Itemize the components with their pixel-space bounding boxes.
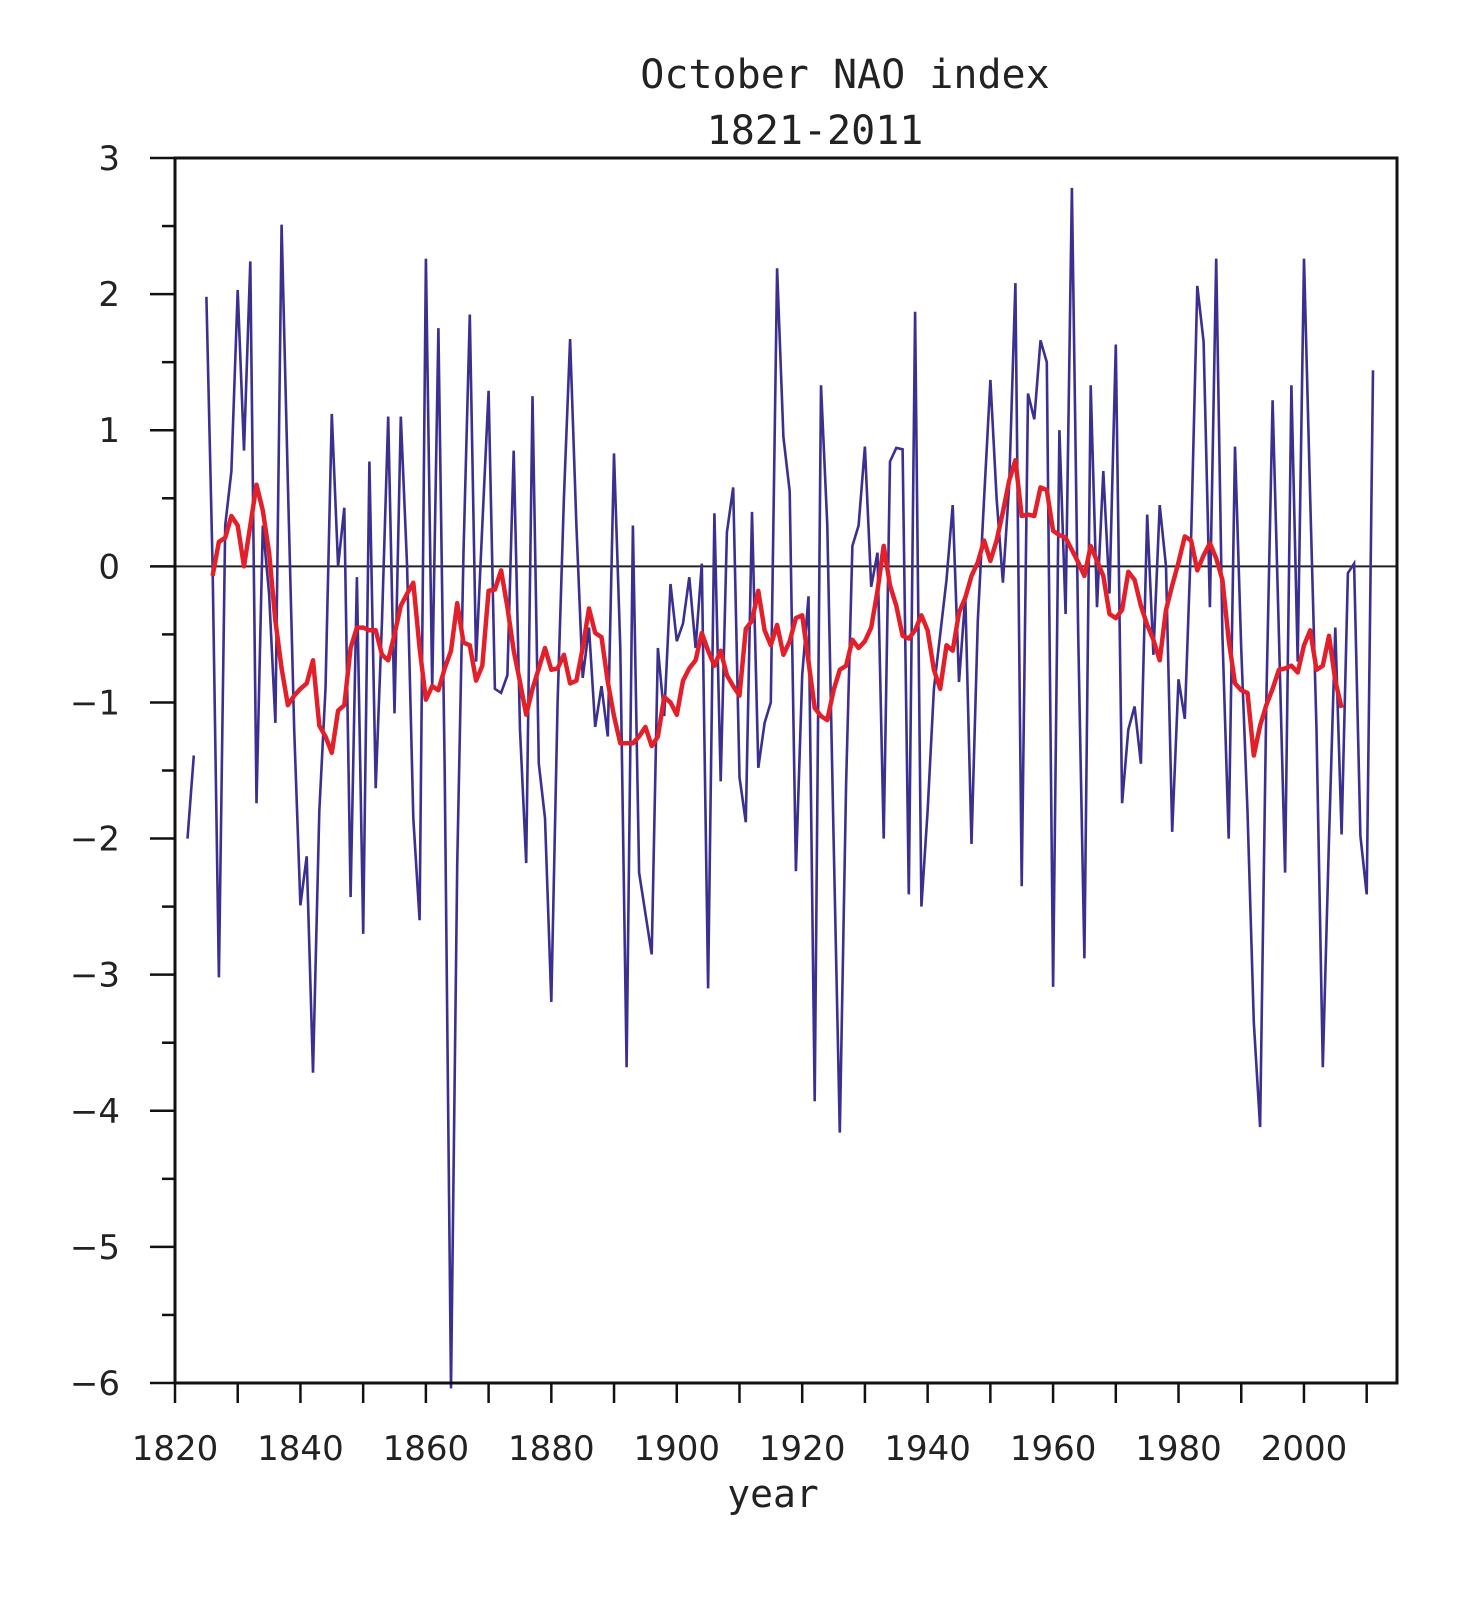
x-tick-label: 1900 <box>633 1429 720 1469</box>
y-tick-label: −3 <box>70 956 120 996</box>
x-tick-label: 1920 <box>759 1429 846 1469</box>
x-tick-label: 1880 <box>508 1429 595 1469</box>
plot-area <box>175 187 1397 1389</box>
x-tick-label: 1820 <box>132 1429 219 1469</box>
x-tick-label: 1940 <box>884 1429 971 1469</box>
y-tick-label: −4 <box>70 1092 120 1132</box>
y-tick-label: −2 <box>70 820 120 860</box>
x-axis: 1820 1840 1860 1880 1900 1920 1940 1960 1980 2000 <box>132 1383 1368 1469</box>
x-tick-label: 1860 <box>383 1429 470 1469</box>
x-tick-label: 1960 <box>1010 1429 1097 1469</box>
annual-series-line <box>205 187 1375 1389</box>
chart-title: October NAO index <box>640 52 1049 98</box>
x-tick-label: 2000 <box>1261 1429 1348 1469</box>
y-tick-label: −5 <box>70 1228 120 1268</box>
plot-frame <box>173 156 1399 1385</box>
chart-subtitle: 1821-2011 <box>707 108 924 154</box>
y-axis: 3 2 1 0 −1 −2 −3 −4 −5 −6 <box>70 139 175 1404</box>
x-axis-title: year <box>727 1472 819 1516</box>
x-tick-label: 1980 <box>1135 1429 1222 1469</box>
y-tick-label: 2 <box>98 275 120 315</box>
y-tick-label: −6 <box>70 1364 120 1404</box>
annual-series-line <box>186 755 196 839</box>
y-tick-label: 1 <box>98 411 120 451</box>
y-tick-label: 0 <box>98 547 120 587</box>
y-tick-label: 3 <box>98 139 120 179</box>
x-tick-label: 1840 <box>257 1429 344 1469</box>
y-tick-label: −1 <box>70 683 120 723</box>
